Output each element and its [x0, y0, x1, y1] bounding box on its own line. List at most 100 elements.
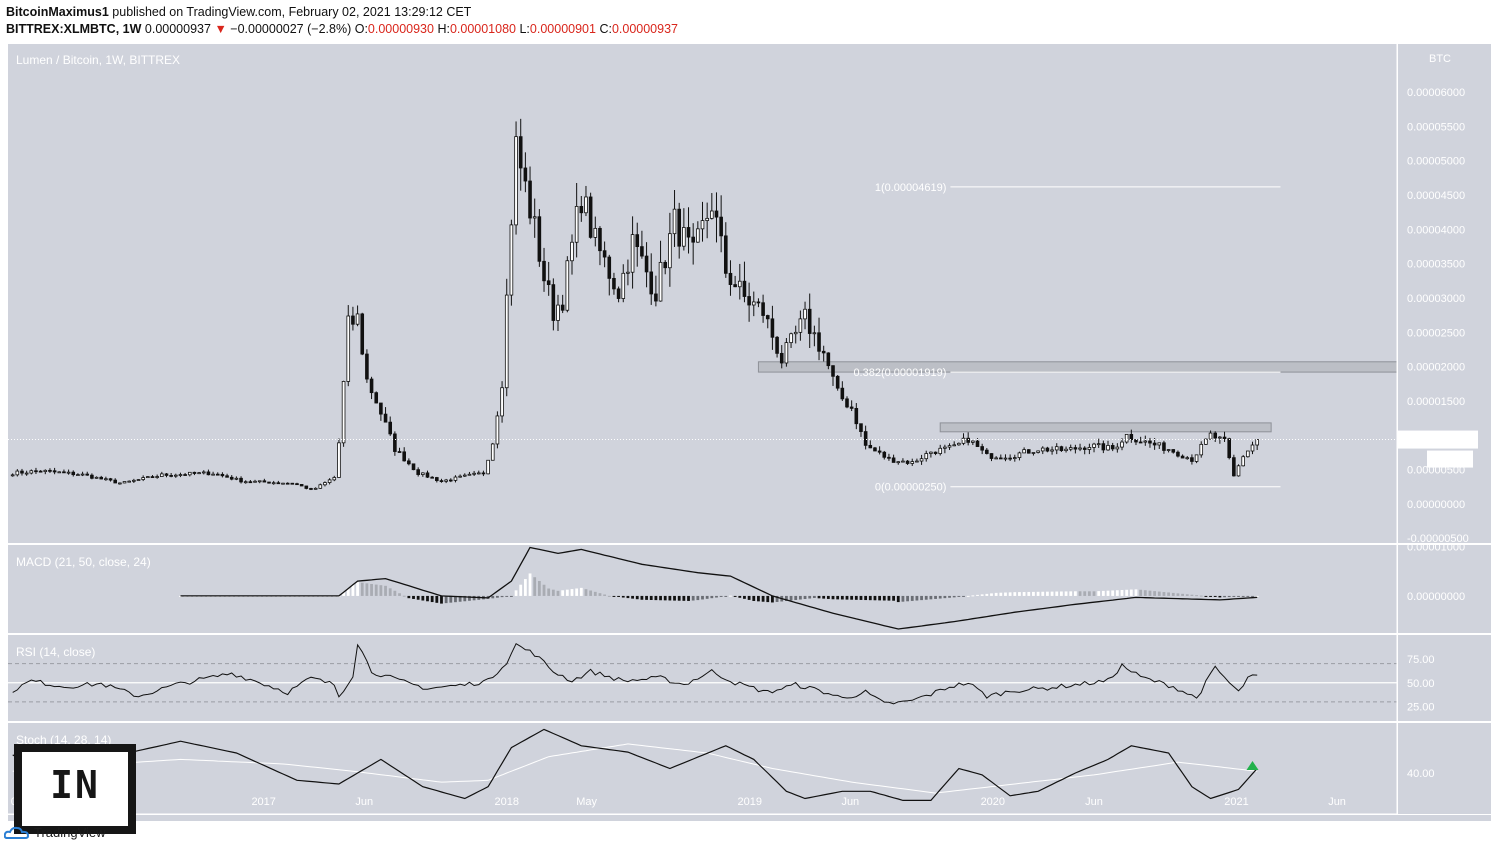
- candle-body: [1218, 436, 1222, 439]
- macd-bar: [346, 588, 350, 596]
- macd-bar: [1190, 594, 1194, 596]
- candle-body: [728, 272, 733, 285]
- macd-bar: [1115, 590, 1119, 596]
- candle-body: [696, 228, 700, 243]
- candle-body: [160, 473, 164, 477]
- candle-body: [94, 476, 99, 479]
- price-tick: 0.00003500: [1407, 259, 1465, 271]
- candle-body: [565, 260, 570, 311]
- candle-body: [537, 216, 542, 262]
- ohlc-header: BITTREX:XLMBTC, 1W 0.00000937 ▼ −0.00000…: [6, 22, 678, 36]
- candle-body: [421, 472, 425, 475]
- candle-body: [905, 460, 910, 464]
- fib-label-1: 0.382(0.00001919): [853, 367, 946, 379]
- symbol-label: BITTREX:XLMBTC, 1W: [6, 22, 142, 36]
- candle-body: [449, 479, 453, 482]
- candle-body: [360, 313, 365, 355]
- price-tick: 0.00002000: [1407, 362, 1465, 374]
- candle-body: [379, 402, 383, 415]
- candle-body: [644, 255, 649, 273]
- macd-bar: [743, 595, 746, 599]
- candle-body: [1031, 452, 1036, 454]
- candle-body: [807, 308, 812, 334]
- candle-body: [225, 475, 229, 478]
- candle-body: [458, 475, 462, 478]
- macd-bar: [990, 593, 993, 596]
- candle-body: [90, 474, 94, 479]
- candle-body: [141, 477, 145, 480]
- macd-bar: [514, 590, 518, 596]
- candle-body: [523, 167, 528, 182]
- macd-bar: [1032, 591, 1035, 596]
- price-tick: 0.00005500: [1407, 121, 1465, 133]
- candle-body: [407, 460, 411, 465]
- candle-body: [891, 457, 896, 463]
- candle-body: [1152, 442, 1157, 446]
- macd-bar: [360, 582, 364, 596]
- candle-body: [1003, 457, 1008, 460]
- candle-body: [985, 449, 989, 454]
- candle-body: [66, 471, 71, 474]
- macd-bar: [379, 585, 383, 596]
- candle-body: [337, 442, 341, 478]
- candle-body: [327, 479, 332, 483]
- candle-body: [896, 461, 901, 464]
- candle-body: [1143, 440, 1148, 443]
- candle-body: [113, 479, 118, 484]
- candle-body: [1236, 465, 1241, 477]
- macd-bar: [1246, 595, 1250, 597]
- macd-bar: [1101, 590, 1105, 596]
- candle-body: [514, 136, 518, 226]
- candle-body: [947, 445, 952, 448]
- candle-body: [169, 475, 173, 477]
- candle-body: [999, 457, 1003, 460]
- macd-bar: [388, 588, 392, 596]
- candle-body: [803, 308, 807, 320]
- candles: [10, 118, 1259, 491]
- candle-body: [1106, 445, 1110, 451]
- macd-bar: [500, 595, 504, 598]
- macd-bar: [575, 588, 579, 596]
- candle-body: [705, 217, 709, 221]
- tradingview-logo[interactable]: TradingView: [4, 825, 106, 840]
- pane-macd-background: [8, 545, 1397, 633]
- macd-bar: [631, 595, 634, 599]
- candle-body: [1138, 441, 1143, 444]
- candle-body: [877, 450, 882, 453]
- rsi-tick: 25.00: [1407, 702, 1435, 714]
- candle-body: [1068, 447, 1073, 450]
- candle-body: [598, 227, 602, 252]
- candle-body: [1250, 444, 1255, 452]
- macd-bar: [1148, 590, 1152, 596]
- candle-body: [994, 457, 998, 460]
- candle-body: [313, 487, 318, 490]
- macd-bar: [598, 593, 602, 596]
- candle-body: [430, 476, 434, 479]
- author-name[interactable]: BitcoinMaximus1: [6, 5, 109, 19]
- candle-body: [374, 392, 379, 404]
- candle-body: [15, 470, 20, 476]
- time-tick: May: [576, 796, 597, 808]
- candle-body: [267, 481, 271, 484]
- macd-bar: [1181, 593, 1184, 596]
- macd-bar: [812, 595, 816, 599]
- macd-bar: [817, 595, 821, 599]
- macd-bar: [803, 595, 807, 600]
- candle-body: [616, 288, 621, 299]
- candle-body: [281, 482, 285, 485]
- candle-body: [118, 482, 122, 485]
- candle-body: [1050, 449, 1054, 452]
- candle-body: [71, 471, 76, 476]
- candle-body: [1045, 447, 1050, 452]
- candle-body: [737, 280, 742, 288]
- candle-body: [933, 451, 938, 454]
- candle-body: [952, 444, 956, 447]
- candle-body: [742, 280, 747, 297]
- macd-bar: [421, 595, 425, 601]
- time-tick: Jun: [355, 796, 373, 808]
- macd-bar: [920, 595, 923, 601]
- candle-body: [472, 472, 476, 475]
- candle-body: [574, 206, 579, 243]
- macd-bar: [845, 595, 849, 600]
- candle-body: [187, 471, 192, 476]
